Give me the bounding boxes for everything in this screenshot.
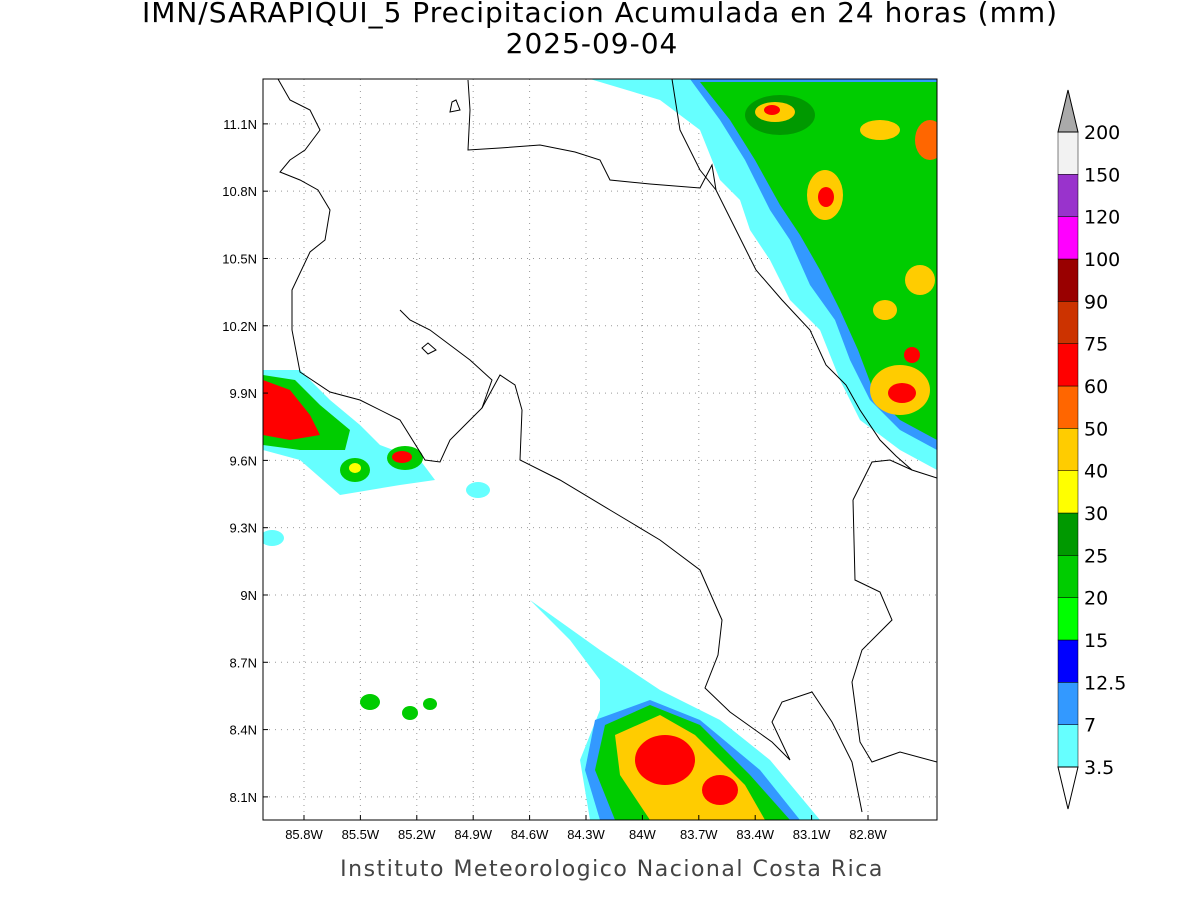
colorbar-label: 25	[1084, 545, 1108, 567]
colorbar-label: 30	[1084, 503, 1108, 525]
lon-tick-label: 83.1W	[793, 827, 831, 842]
colorbar-band	[1057, 131, 1079, 175]
colorbar-label: 75	[1084, 334, 1108, 356]
colorbar-band	[1057, 258, 1079, 302]
subtitle: 2025-09-04	[506, 27, 679, 60]
colorbar-label: 120	[1084, 207, 1120, 229]
lat-tick-label: 9N	[240, 588, 257, 603]
colorbar-label: 20	[1084, 588, 1108, 610]
colorbar-band	[1057, 555, 1079, 598]
precip-field	[263, 79, 937, 820]
colorbar-band	[1057, 174, 1079, 217]
lat-tick-label: 10.5N	[222, 251, 257, 266]
map-axes: 11.1N 10.8N 10.5N 10.2N 9.9N 9.6N 9.3N 9N 8.7N 8.…	[222, 117, 887, 842]
colorbar-band	[1057, 428, 1079, 471]
colorbar-label: 60	[1084, 376, 1108, 398]
colorbar-label: 3.5	[1084, 757, 1114, 779]
colorbar-label: 150	[1084, 164, 1120, 186]
title: IMN/SARAPIQUI_5 Precipitacion Acumulada …	[142, 0, 1058, 29]
colorbar-band	[1057, 597, 1079, 641]
lon-tick-label: 84.9W	[454, 827, 492, 842]
lat-tick-label: 10.2N	[222, 319, 257, 334]
lon-tick-label: 84.6W	[511, 827, 549, 842]
lat-tick-label: 9.6N	[230, 453, 257, 468]
colorbar-label: 200	[1084, 122, 1120, 144]
lon-tick-label: 83.7W	[680, 827, 718, 842]
lat-tick-label: 8.4N	[230, 723, 257, 738]
lon-tick-label: 85.5W	[342, 827, 380, 842]
colorbar-band	[1057, 682, 1079, 725]
footer: Instituto Meteorologico Nacional Costa R…	[340, 857, 884, 882]
colorbar-label: 50	[1084, 418, 1108, 440]
colorbar-label: 12.5	[1084, 672, 1126, 694]
lon-tick-label: 85.8W	[285, 827, 323, 842]
colorbar-band	[1057, 470, 1079, 514]
colorbar-label: 40	[1084, 461, 1108, 483]
colorbar-label: 7	[1084, 715, 1096, 737]
colorbar-label: 15	[1084, 630, 1108, 652]
colorbar-band	[1057, 385, 1079, 429]
colorbar-over	[1057, 89, 1079, 133]
colorbar: 3.5 7 12.5 15 20 25 30 40 50 60 75 90 100 120 150 200	[1057, 89, 1126, 810]
colorbar-label: 100	[1084, 249, 1120, 271]
lon-tick-label: 83.4W	[736, 827, 774, 842]
colorbar-band	[1057, 724, 1079, 768]
lon-tick-label: 85.2W	[398, 827, 436, 842]
map-area	[263, 79, 937, 820]
lat-tick-label: 9.9N	[230, 386, 257, 401]
lon-tick-label: 84W	[629, 827, 656, 842]
coastlines	[277, 79, 937, 813]
colorbar-under	[1057, 766, 1079, 810]
lat-tick-label: 8.1N	[230, 790, 257, 805]
lat-tick-label: 8.7N	[230, 655, 257, 670]
colorbar-band	[1057, 639, 1079, 683]
colorbar-band	[1057, 343, 1079, 387]
colorbar-band	[1057, 216, 1079, 260]
lon-tick-label: 82.8W	[849, 827, 887, 842]
lat-tick-label: 10.8N	[222, 184, 257, 199]
lon-tick-label: 84.3W	[567, 827, 605, 842]
colorbar-label: 90	[1084, 291, 1108, 313]
lat-tick-label: 9.3N	[230, 521, 257, 536]
lat-tick-label: 11.1N	[223, 117, 257, 132]
colorbar-band	[1057, 301, 1079, 344]
colorbar-band	[1057, 512, 1079, 556]
map-frame	[262, 78, 938, 821]
